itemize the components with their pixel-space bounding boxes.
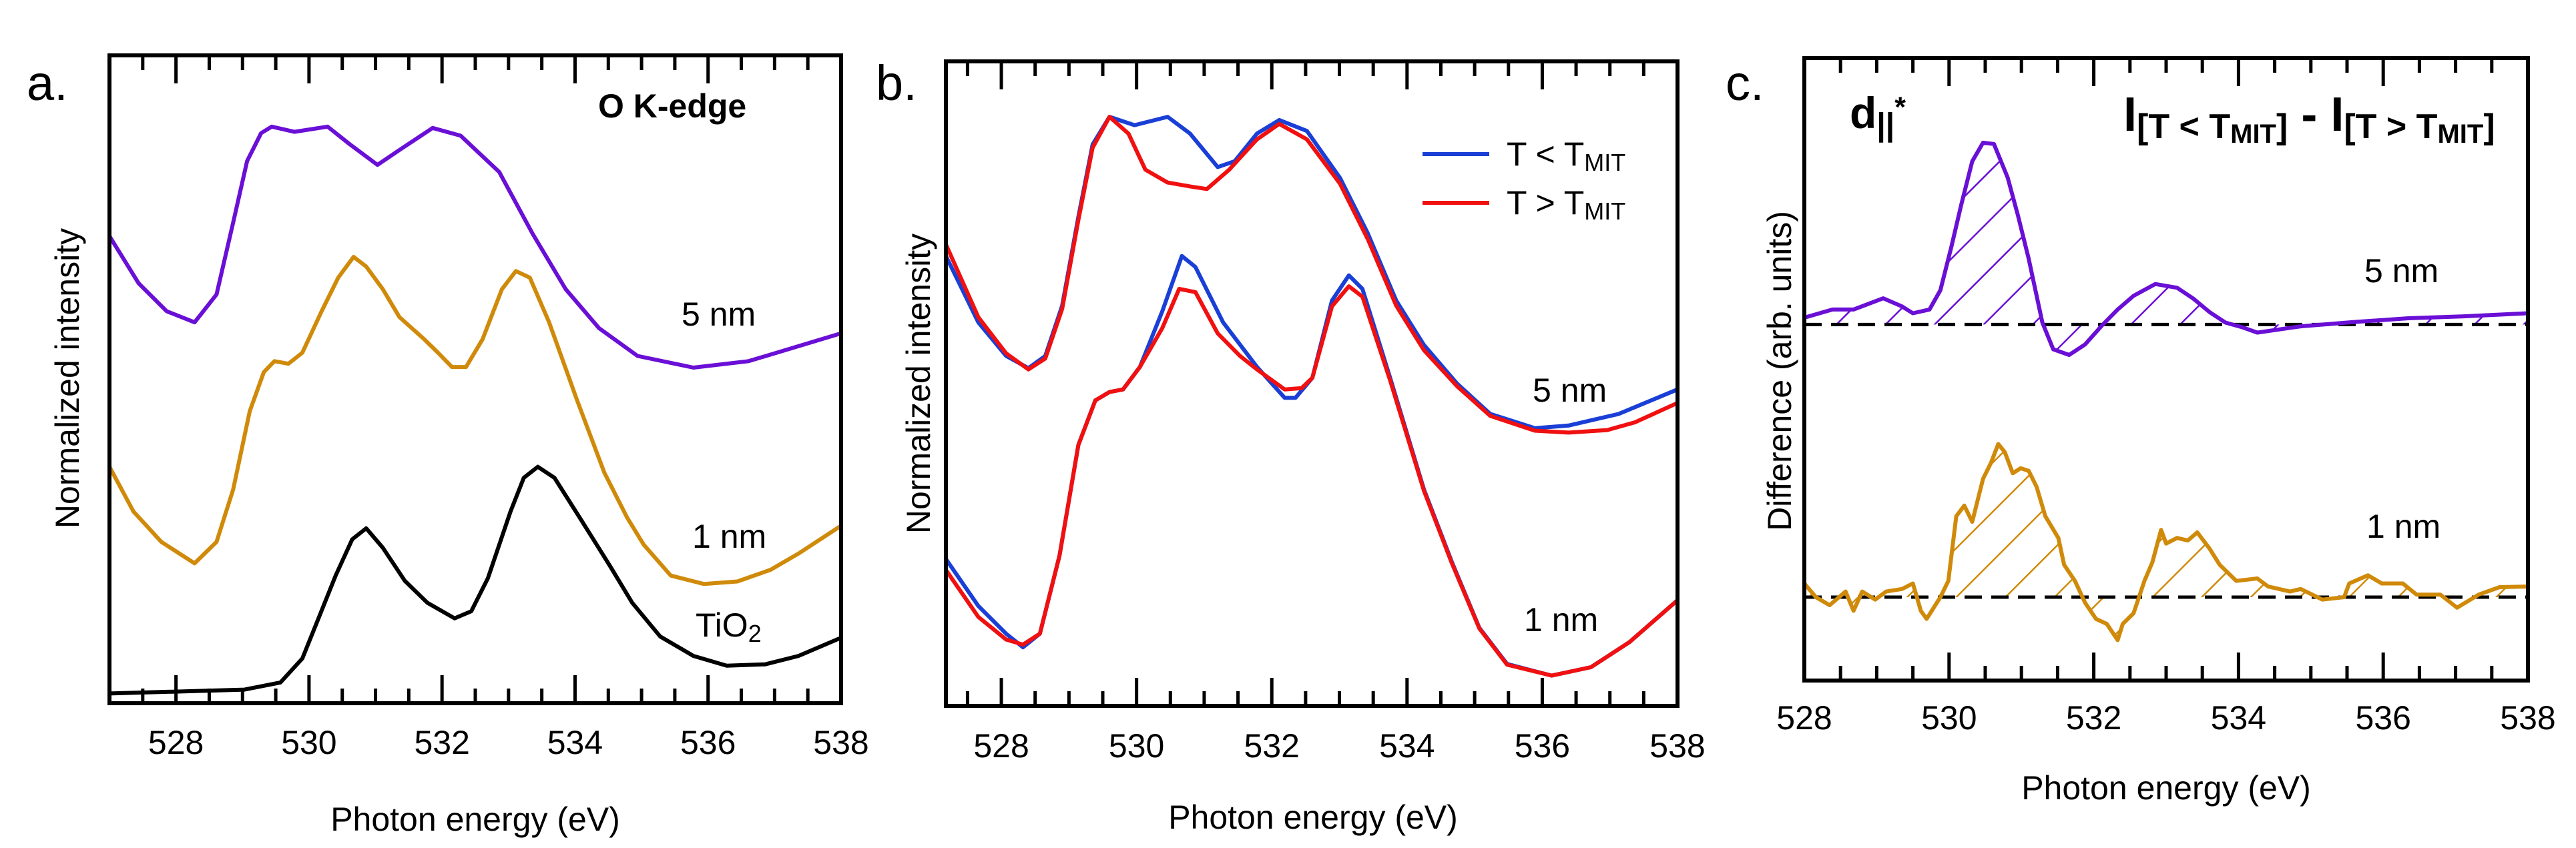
x-tick-label: 530: [281, 724, 336, 761]
x-tick-label: 534: [547, 724, 603, 761]
x-axis-label: Photon energy (eV): [2021, 769, 2311, 807]
annotation-label: d||*: [1850, 88, 1906, 143]
text-segment: TiO: [696, 606, 748, 644]
x-tick-label: 532: [1244, 727, 1300, 765]
text-segment: [T < T: [2137, 107, 2230, 146]
text-segment: MIT: [2437, 119, 2483, 149]
annotation-label: 5 nm: [1533, 372, 1607, 409]
x-axis-label: Photon energy (eV): [330, 801, 620, 838]
text-segment: 5 nm: [2364, 252, 2438, 290]
x-tick-label: 532: [414, 724, 469, 761]
annotation-label: O K-edge: [598, 87, 746, 125]
x-tick-label: 538: [1649, 727, 1705, 765]
x-tick-label: 536: [1515, 727, 1570, 765]
text-segment: MIT: [1584, 149, 1625, 176]
text-segment: ]: [2483, 107, 2495, 146]
series-line-1-nm-t-tmit: [946, 284, 1678, 678]
annotation-label: 1 nm: [1524, 601, 1598, 639]
x-tick-label: 528: [1776, 699, 1832, 737]
y-axis-label: Normalized intensity: [900, 234, 937, 534]
panel-c: c. 528 530 532 534 536 538 Photon energy (eV) Di…: [1726, 55, 2556, 807]
text-segment: 1 nm: [692, 518, 766, 555]
x-tick-label: 538: [2500, 699, 2555, 737]
x-tick-label: 534: [2211, 699, 2266, 737]
text-segment: ]: [2276, 107, 2288, 146]
annotation-label: 1 nm: [2366, 508, 2440, 545]
text-segment: O K-edge: [598, 87, 746, 125]
legend-label: T > TMIT: [1507, 184, 1625, 225]
series-line-1-nm: [109, 255, 841, 586]
x-tick-label: 530: [1109, 727, 1164, 765]
panel-a: a. 528 530 532 534 536 538 Photon energy (eV) No…: [27, 53, 869, 838]
annotation-label: TiO2: [696, 606, 762, 647]
series-line-1-nm: [1804, 442, 2528, 643]
x-tick-label: 538: [813, 724, 868, 761]
y-axis-label: Normalized intensity: [49, 228, 86, 528]
text-segment: 1 nm: [1524, 601, 1598, 639]
x-tick-label: 536: [680, 724, 736, 761]
plot-frame: [1802, 56, 2530, 683]
plot-frame: [944, 59, 1680, 708]
annotation-label: 1 nm: [692, 518, 766, 555]
text-segment: ||: [1876, 107, 1894, 143]
text-segment: MIT: [2230, 119, 2276, 149]
x-tick-label: 532: [2066, 699, 2121, 737]
x-tick-label: 536: [2355, 699, 2410, 737]
text-segment: d: [1850, 88, 1876, 137]
panel-b: b. 528 530 532 534 536 538 Photon energy (eV) No…: [876, 55, 1706, 836]
text-segment: MIT: [1584, 197, 1625, 225]
x-tick-label: 534: [1379, 727, 1435, 765]
y-axis-label: Difference (arb. units): [1761, 211, 1798, 531]
plot-frame: [107, 53, 843, 705]
legend-label: T < TMIT: [1507, 135, 1625, 176]
text-segment: T < T: [1507, 135, 1584, 173]
x-tick-label: 528: [973, 727, 1029, 765]
text-segment: [T > T: [2344, 107, 2437, 146]
text-segment: I: [2123, 88, 2137, 141]
series-line-5-nm: [1804, 140, 2528, 357]
x-tick-label: 528: [148, 724, 204, 761]
text-segment: 2: [748, 620, 762, 647]
text-segment: *: [1894, 91, 1906, 123]
text-segment: - I: [2288, 88, 2344, 141]
x-axis-label: Photon energy (eV): [1168, 799, 1458, 836]
series-line-tio2: [109, 464, 841, 696]
annotation-label: 5 nm: [682, 296, 756, 333]
difference-hatch-fill: [1804, 142, 2528, 355]
text-segment: 1 nm: [2366, 508, 2440, 545]
text-segment: 5 nm: [1533, 372, 1607, 409]
annotation-label: 5 nm: [2364, 252, 2438, 290]
series-line-5-nm-t-tmit: [946, 115, 1678, 435]
text-segment: T > T: [1507, 184, 1584, 222]
series-line-5-nm: [109, 124, 841, 370]
panel-letter: a.: [27, 55, 68, 111]
text-segment: 5 nm: [682, 296, 756, 333]
x-tick-label: 530: [1921, 699, 1977, 737]
panel-letter: c.: [1726, 55, 1764, 111]
chart-title: I[T < TMIT] - I[T > TMIT]: [2123, 88, 2495, 149]
panel-letter: b.: [876, 55, 917, 111]
